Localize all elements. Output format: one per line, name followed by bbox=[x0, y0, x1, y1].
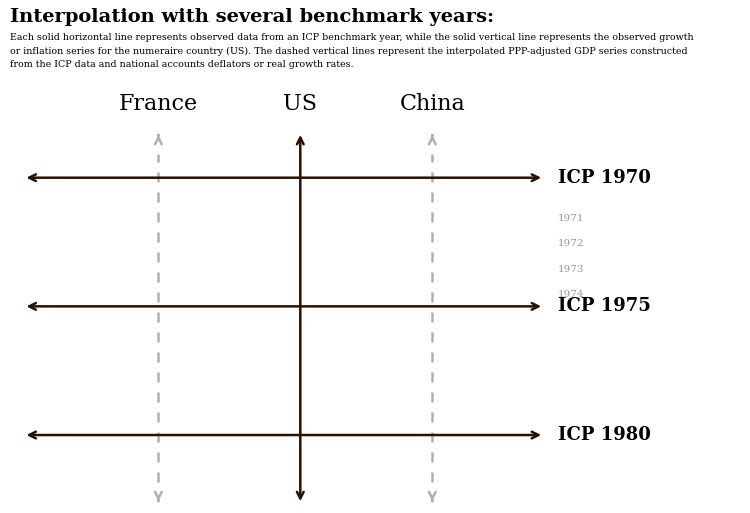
Text: China: China bbox=[400, 93, 465, 115]
Text: 1974: 1974 bbox=[558, 290, 584, 299]
Text: Our World: Our World bbox=[665, 7, 725, 16]
Text: 1972: 1972 bbox=[558, 240, 584, 248]
Text: US: US bbox=[284, 93, 317, 115]
Text: 1973: 1973 bbox=[558, 265, 584, 274]
Text: Interpolation with several benchmark years:: Interpolation with several benchmark yea… bbox=[10, 8, 494, 26]
Text: 1971: 1971 bbox=[558, 214, 584, 223]
Text: ICP 1970: ICP 1970 bbox=[558, 169, 650, 187]
Text: ICP 1980: ICP 1980 bbox=[558, 426, 650, 444]
Text: France: France bbox=[118, 93, 198, 115]
Text: ICP 1975: ICP 1975 bbox=[558, 298, 650, 315]
Text: in Data: in Data bbox=[674, 19, 716, 29]
Text: Each solid horizontal line represents observed data from an ICP benchmark year, : Each solid horizontal line represents ob… bbox=[10, 33, 693, 69]
